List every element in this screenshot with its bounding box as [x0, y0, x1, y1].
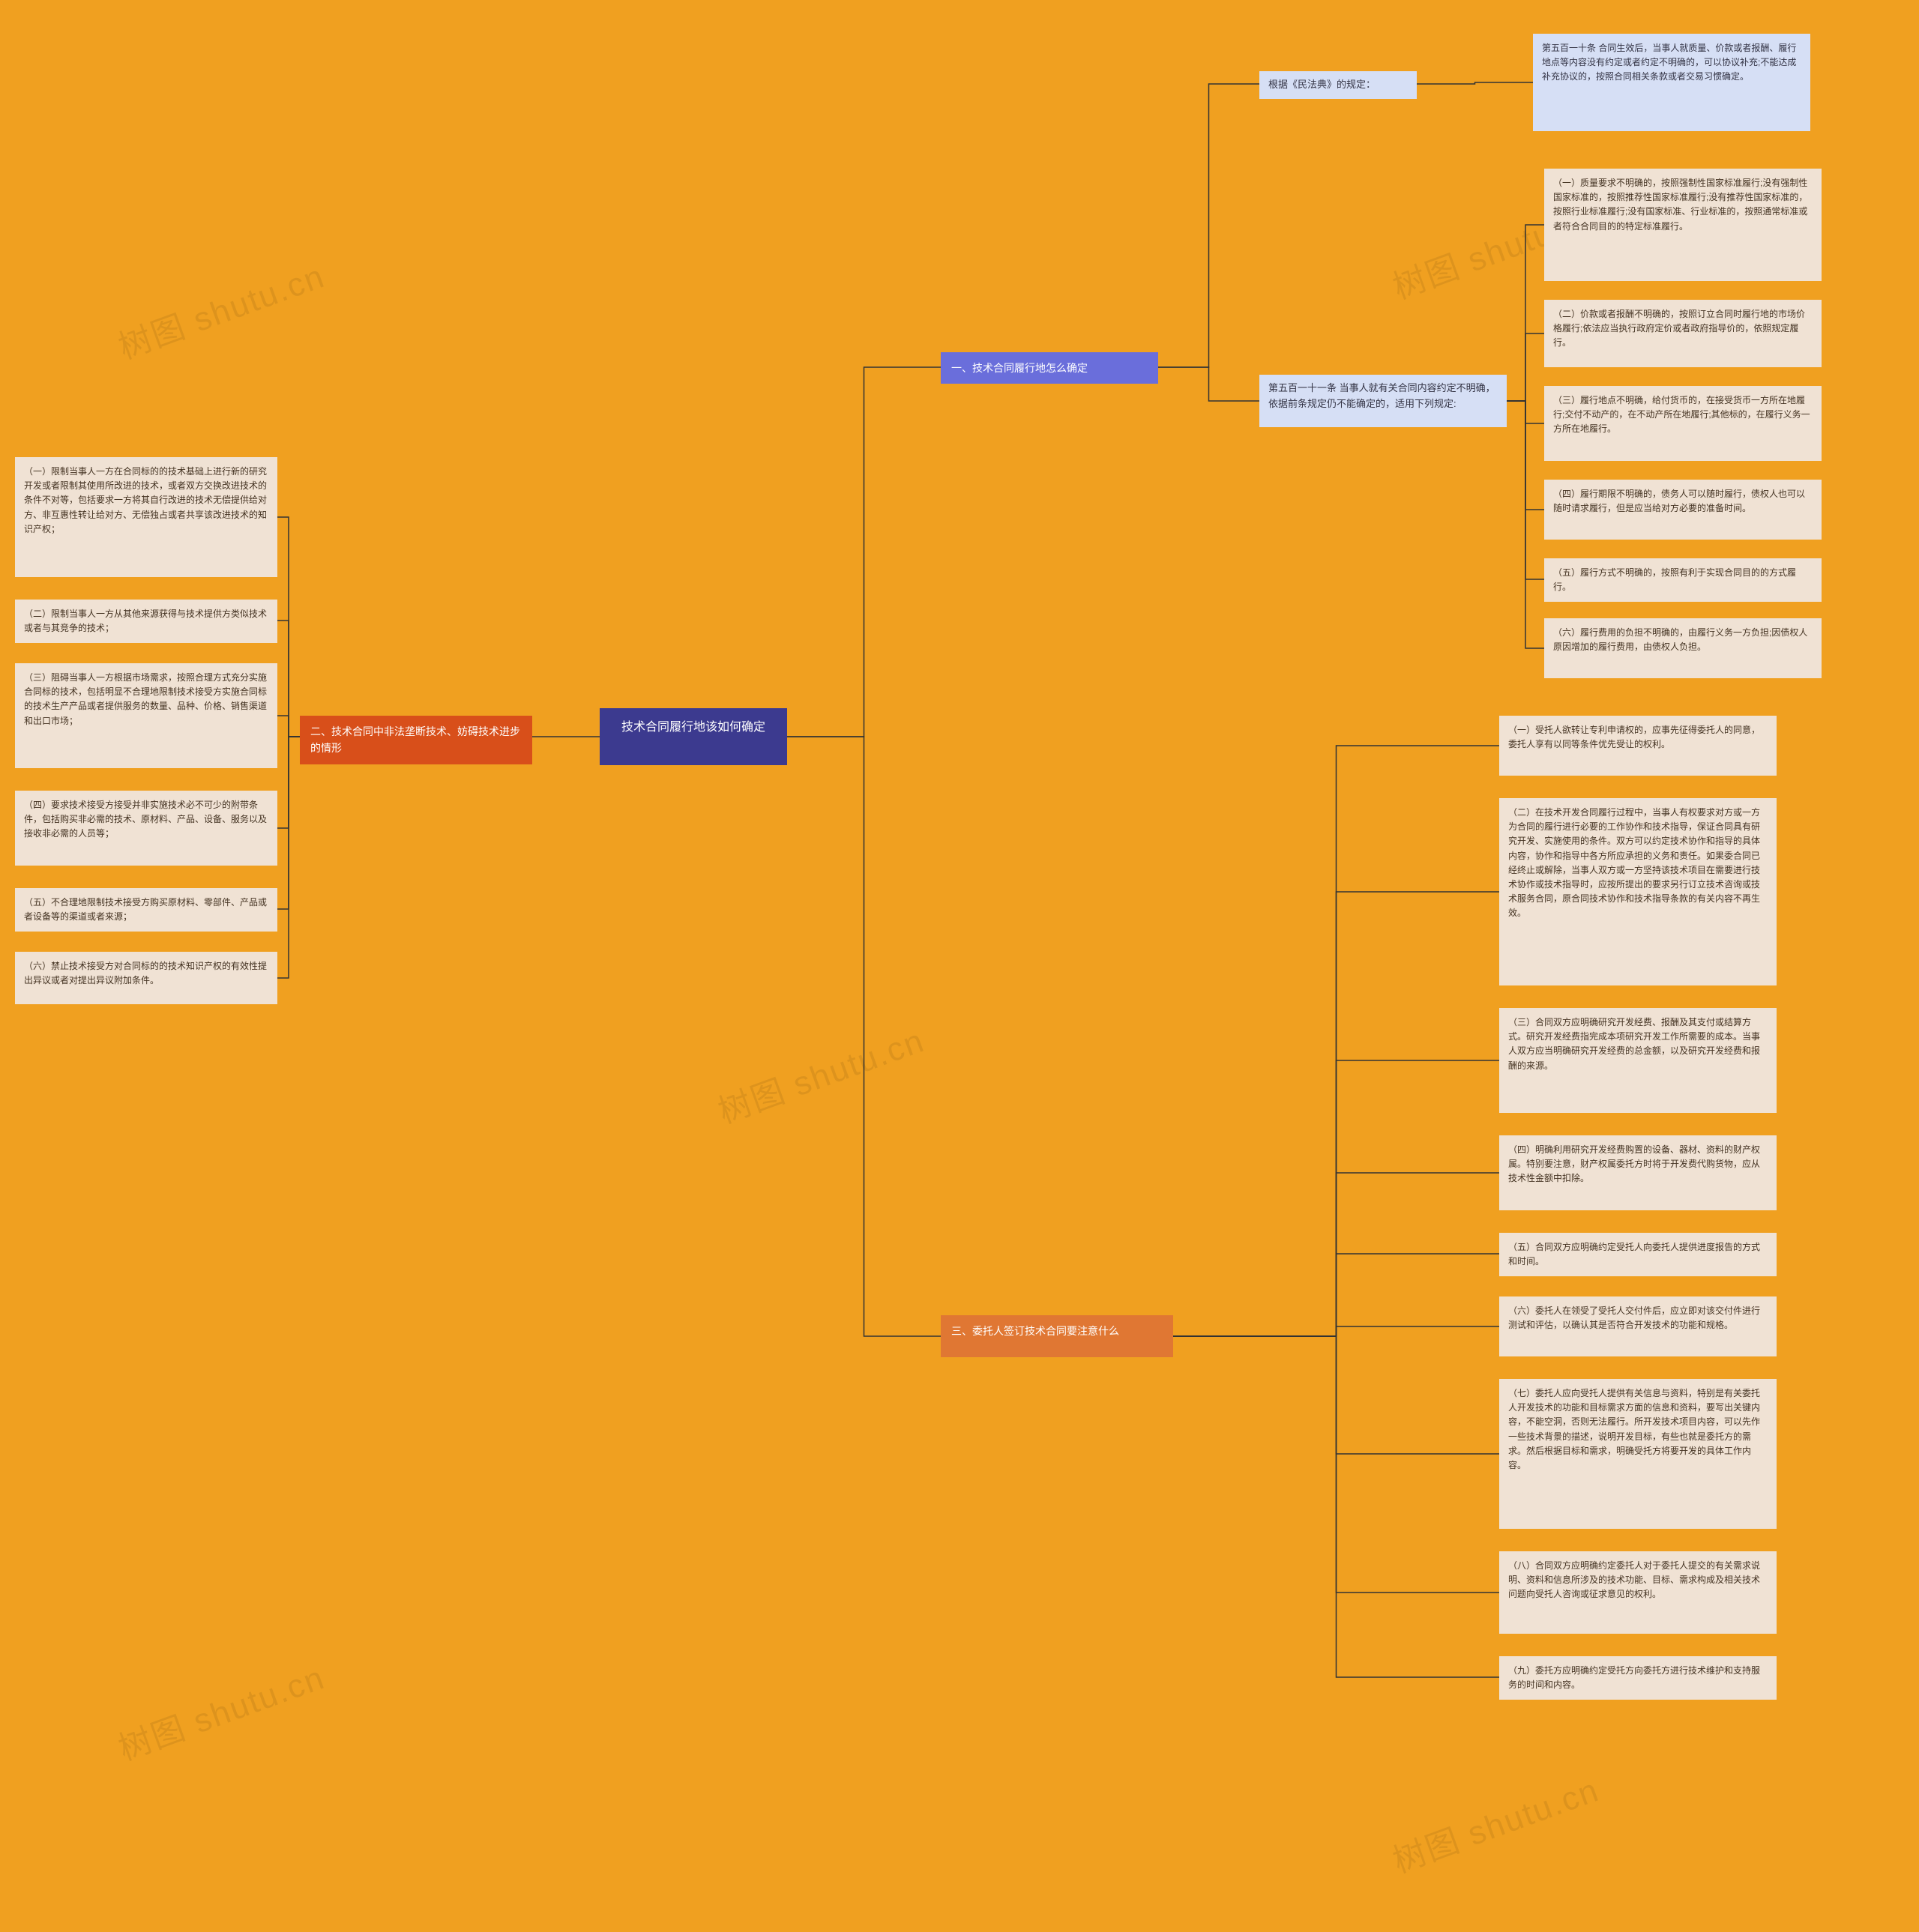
b2-leaf-5: （五）不合理地限制技术接受方购买原材料、零部件、产品或者设备等的渠道或者来源； — [15, 888, 277, 932]
b1-sub2: 第五百一十一条 当事人就有关合同内容约定不明确，依据前条规定仍不能确定的，适用下… — [1259, 375, 1507, 427]
mindmap-canvas: 树图 shutu.cn 树图 shutu.cn 树图 shutu.cn 树图 shut… — [0, 0, 1919, 1932]
b1-sub2-leaf-5: （五）履行方式不明确的，按照有利于实现合同目的的方式履行。 — [1544, 558, 1822, 602]
root-node: 技术合同履行地该如何确定 — [600, 708, 787, 765]
watermark: 树图 shutu.cn — [711, 1014, 930, 1133]
branch-1: 一、技术合同履行地怎么确定 — [941, 352, 1158, 384]
b1-sub2-leaf-1: （一）质量要求不明确的，按照强制性国家标准履行;没有强制性国家标准的，按照推荐性… — [1544, 169, 1822, 281]
b3-leaf-5: （五）合同双方应明确约定受托人向委托人提供进度报告的方式和时间。 — [1499, 1233, 1777, 1276]
b3-leaf-7: （七）委托人应向受托人提供有关信息与资料，特别是有关委托人开发技术的功能和目标需… — [1499, 1379, 1777, 1529]
watermark: 树图 shutu.cn — [1385, 1763, 1605, 1883]
b2-leaf-6: （六）禁止技术接受方对合同标的的技术知识产权的有效性提出异议或者对提出异议附加条… — [15, 952, 277, 1004]
watermark: 树图 shutu.cn — [111, 1651, 331, 1770]
b1-sub1-leaf: 第五百一十条 合同生效后，当事人就质量、价款或者报酬、履行地点等内容没有约定或者… — [1533, 34, 1810, 131]
b3-leaf-2: （二）在技术开发合同履行过程中，当事人有权要求对方或一方为合同的履行进行必要的工… — [1499, 798, 1777, 985]
b1-sub2-leaf-6: （六）履行费用的负担不明确的，由履行义务一方负担;因债权人原因增加的履行费用，由… — [1544, 618, 1822, 678]
b3-leaf-6: （六）委托人在领受了受托人交付件后，应立即对该交付件进行测试和评估，以确认其是否… — [1499, 1296, 1777, 1356]
b1-sub2-leaf-3: （三）履行地点不明确，给付货币的，在接受货币一方所在地履行;交付不动产的，在不动… — [1544, 386, 1822, 461]
b1-sub2-leaf-4: （四）履行期限不明确的，债务人可以随时履行，债权人也可以随时请求履行，但是应当给… — [1544, 480, 1822, 540]
b3-leaf-3: （三）合同双方应明确研究开发经费、报酬及其支付或结算方式。研究开发经费指完成本项… — [1499, 1008, 1777, 1113]
b2-leaf-2: （二）限制当事人一方从其他来源获得与技术提供方类似技术或者与其竞争的技术； — [15, 600, 277, 643]
b3-leaf-4: （四）明确利用研究开发经费购置的设备、器材、资料的财产权属。特别要注意，财产权属… — [1499, 1135, 1777, 1210]
b3-leaf-9: （九）委托方应明确约定受托方向委托方进行技术维护和支持服务的时间和内容。 — [1499, 1656, 1777, 1700]
b3-leaf-8: （八）合同双方应明确约定委托人对于委托人提交的有关需求说明、资料和信息所涉及的技… — [1499, 1551, 1777, 1634]
watermark: 树图 shutu.cn — [111, 250, 331, 369]
b1-sub1: 根据《民法典》的规定： — [1259, 71, 1417, 99]
b2-leaf-3: （三）阻碍当事人一方根据市场需求，按照合理方式充分实施合同标的技术，包括明显不合… — [15, 663, 277, 768]
b2-leaf-1: （一）限制当事人一方在合同标的的技术基础上进行新的研究开发或者限制其使用所改进的… — [15, 457, 277, 577]
b1-sub2-leaf-2: （二）价款或者报酬不明确的，按照订立合同时履行地的市场价格履行;依法应当执行政府… — [1544, 300, 1822, 367]
branch-2: 二、技术合同中非法垄断技术、妨碍技术进步的情形 — [300, 716, 532, 764]
b2-leaf-4: （四）要求技术接受方接受并非实施技术必不可少的附带条件，包括购买非必需的技术、原… — [15, 791, 277, 866]
b3-leaf-1: （一）受托人欲转让专利申请权的，应事先征得委托人的同意，委托人享有以同等条件优先… — [1499, 716, 1777, 776]
branch-3: 三、委托人签订技术合同要注意什么 — [941, 1315, 1173, 1357]
